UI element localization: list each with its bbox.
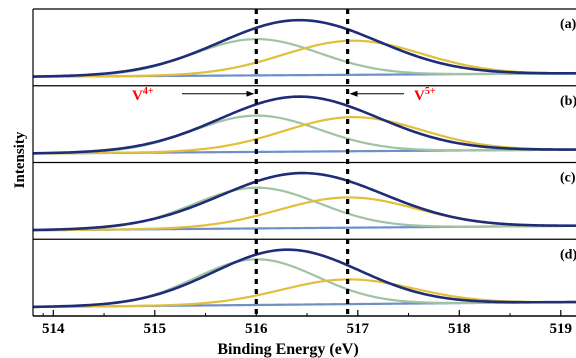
y-axis-label: Intensity xyxy=(12,131,28,188)
x-tick-label: 516 xyxy=(245,321,268,337)
x-tick-label: 519 xyxy=(550,321,573,337)
panel-label: (b) xyxy=(560,94,576,109)
v5-annotation: V5+ xyxy=(414,86,436,104)
x-tick-label: 514 xyxy=(42,321,65,337)
panel-c: (c) xyxy=(32,171,576,240)
x-axis-label: Binding Energy (eV) xyxy=(217,341,358,358)
v5-component-curve xyxy=(32,39,576,78)
panel-b: (b) xyxy=(32,94,576,164)
envelope-curve xyxy=(32,95,576,155)
panel-a: (a) xyxy=(32,17,576,87)
v5-component-curve xyxy=(32,278,576,309)
v4-annotation: V4+ xyxy=(132,86,154,104)
panel-d: (d) xyxy=(32,247,576,309)
x-tick-label: 515 xyxy=(144,321,167,337)
panel-label: (a) xyxy=(560,17,576,32)
x-tick-label: 518 xyxy=(448,321,471,337)
panel-label: (c) xyxy=(560,171,576,186)
v5-superscript: 5+ xyxy=(425,86,436,97)
v5-component-curve xyxy=(32,116,576,155)
x-tick-label: 517 xyxy=(347,321,370,337)
panel-label: (d) xyxy=(560,247,576,262)
v4-superscript: 4+ xyxy=(143,86,154,97)
envelope-curve xyxy=(32,18,576,78)
envelope-curve xyxy=(32,248,576,309)
envelope-curve xyxy=(32,171,576,232)
